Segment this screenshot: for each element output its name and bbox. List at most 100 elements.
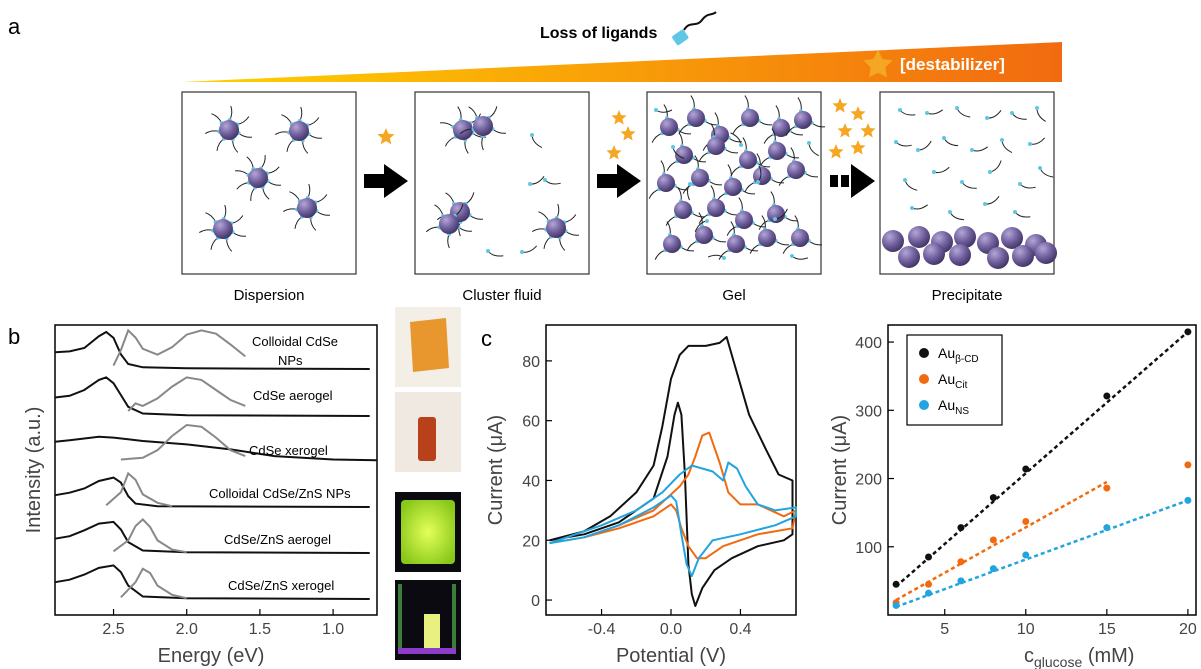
nanoparticle bbox=[727, 235, 745, 253]
calibration-plot-frame bbox=[887, 324, 1197, 616]
emission-curve bbox=[105, 471, 173, 508]
legend-marker bbox=[919, 348, 929, 358]
ligand-head bbox=[1013, 210, 1017, 214]
photo-tube-edge bbox=[452, 584, 456, 654]
photo-sample-shape bbox=[401, 500, 455, 564]
data-point bbox=[925, 589, 933, 597]
ligand-head bbox=[1010, 111, 1014, 115]
nanoparticle bbox=[794, 111, 812, 129]
nanoparticle bbox=[739, 151, 757, 169]
nanoparticle bbox=[1001, 227, 1023, 249]
data-point bbox=[925, 553, 933, 561]
ligand-head bbox=[722, 256, 726, 260]
ligand-loss-label: Loss of ligands bbox=[540, 25, 657, 42]
ligand-head bbox=[756, 180, 760, 184]
stage-label: Gel bbox=[722, 287, 745, 304]
cv-plot-frame bbox=[545, 324, 797, 616]
ligand-head bbox=[960, 180, 964, 184]
fit-line bbox=[895, 330, 1189, 588]
y-tick-label: 0 bbox=[531, 593, 540, 610]
x-tick-label: 20 bbox=[1179, 621, 1197, 638]
spectrum-label: CdSe aerogel bbox=[253, 388, 333, 403]
nanoparticle bbox=[791, 229, 809, 247]
nanoparticle bbox=[663, 235, 681, 253]
nanoparticle bbox=[473, 116, 493, 136]
calibration-x-axis-label: cglucose (mM) bbox=[1024, 645, 1134, 669]
star-icon bbox=[837, 123, 853, 138]
nanoparticle bbox=[297, 198, 317, 218]
x-tick-label: -0.4 bbox=[588, 621, 616, 638]
data-point bbox=[892, 580, 900, 588]
ligand-head bbox=[894, 140, 898, 144]
ligand-head bbox=[1028, 142, 1032, 146]
nanoparticle bbox=[898, 246, 920, 268]
nanoparticle bbox=[787, 161, 805, 179]
spectra-plot-frame bbox=[54, 324, 378, 616]
nanoparticle bbox=[772, 119, 790, 137]
spectrum-label: CdSe xerogel bbox=[249, 443, 328, 458]
x-tick-label: 1.0 bbox=[322, 621, 344, 638]
nanoparticle bbox=[675, 146, 693, 164]
data-point bbox=[1184, 461, 1192, 469]
spectrum-label: CdSe/ZnS xerogel bbox=[228, 578, 334, 593]
data-point bbox=[1103, 484, 1111, 492]
ligand-head bbox=[520, 250, 524, 254]
star-icon bbox=[850, 140, 866, 155]
cv-curve bbox=[549, 461, 797, 578]
x-tick-label: 5 bbox=[940, 621, 949, 638]
ligand-head bbox=[807, 141, 811, 145]
star-icon bbox=[620, 126, 636, 141]
nanoparticle bbox=[695, 226, 713, 244]
calibration-x-axis-sub: glucose bbox=[1034, 654, 1082, 669]
cv-y-axis-label: Current (μA) bbox=[485, 415, 507, 525]
nanoparticle bbox=[741, 109, 759, 127]
emission-curve bbox=[127, 376, 246, 412]
ligand-head bbox=[654, 108, 658, 112]
ligand-head bbox=[925, 111, 929, 115]
photo-sample-shape bbox=[410, 318, 449, 372]
data-point bbox=[957, 524, 965, 532]
nanoparticle bbox=[1012, 245, 1034, 267]
ligand-head bbox=[910, 206, 914, 210]
nanoparticle bbox=[882, 230, 904, 252]
emission-curve bbox=[112, 518, 187, 554]
data-point bbox=[1103, 524, 1111, 532]
nanoparticle bbox=[949, 244, 971, 266]
data-point bbox=[957, 577, 965, 585]
x-tick-label: 0.4 bbox=[729, 621, 751, 638]
data-point bbox=[1184, 328, 1192, 336]
nanoparticle bbox=[219, 120, 239, 140]
nanoparticle bbox=[439, 214, 459, 234]
star-icon bbox=[377, 128, 395, 145]
ligand-head bbox=[773, 217, 777, 221]
photo-tube-edge bbox=[398, 584, 402, 654]
data-point bbox=[1022, 518, 1030, 526]
panel-b-label: b bbox=[8, 324, 20, 349]
ligand-head bbox=[1038, 166, 1042, 170]
nanoparticle bbox=[908, 226, 930, 248]
panel-a: a Loss of ligands [destabilizer] Dispers… bbox=[8, 11, 1062, 304]
star-icon bbox=[832, 98, 848, 113]
nanoparticle bbox=[707, 199, 725, 217]
ligand-head bbox=[790, 254, 794, 258]
data-point bbox=[1022, 551, 1030, 559]
nanoparticle bbox=[753, 167, 771, 185]
spectra-y-axis-label: Intensity (a.u.) bbox=[23, 407, 45, 534]
calibration-y-axis-label: Current (μA) bbox=[829, 415, 851, 525]
nanoparticle bbox=[687, 109, 705, 127]
ligand-head bbox=[898, 108, 902, 112]
ligand-head bbox=[916, 148, 920, 152]
ligand-head bbox=[543, 178, 547, 182]
data-point bbox=[925, 580, 933, 588]
ligand-head bbox=[948, 210, 952, 214]
nanoparticle bbox=[289, 121, 309, 141]
nanoparticle bbox=[923, 243, 945, 265]
cv-plot: -0.4 0.0 0.4 0 20 40 60 80 bbox=[522, 336, 797, 638]
panel-c-label: c bbox=[481, 326, 492, 351]
stage-label: Dispersion bbox=[234, 287, 305, 304]
nanoparticle bbox=[1035, 242, 1057, 264]
x-tick-label: 2.0 bbox=[176, 621, 198, 638]
spectrum-label: Colloidal CdSe/ZnS NPs bbox=[209, 486, 351, 501]
cv-curve bbox=[549, 336, 794, 607]
